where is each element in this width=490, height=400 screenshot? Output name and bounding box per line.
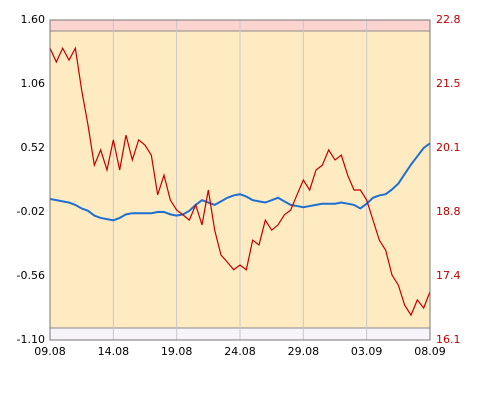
y-tick-label: -0.02 — [17, 205, 45, 218]
x-tick-label: 14.08 — [98, 345, 130, 358]
x-tick-label: 09.08 — [34, 345, 66, 358]
series-line — [49, 46, 431, 317]
y2-tick-label: 22.8 — [436, 13, 461, 26]
y-tick-label: -0.56 — [17, 269, 45, 282]
y2-tick-label: 20.1 — [436, 141, 461, 154]
x-tick-label: 08.09 — [414, 345, 446, 358]
y-tick-label: 0.52 — [21, 141, 46, 154]
y2-tick-label: 21.5 — [436, 77, 461, 90]
y-tick-label: -1.10 — [17, 333, 45, 346]
plot-border — [49, 19, 431, 341]
x-tick-label: 03.09 — [351, 345, 383, 358]
y2-tick-label: 17.4 — [436, 269, 461, 282]
y-tick-label: 1.06 — [21, 77, 46, 90]
y2-tick-label: 18.8 — [436, 205, 461, 218]
x-tick-label: 19.08 — [161, 345, 193, 358]
series-line — [49, 142, 431, 222]
y2-tick-label: 16.1 — [436, 333, 461, 346]
x-tick-label: 24.08 — [224, 345, 256, 358]
y-tick-label: 1.60 — [21, 13, 46, 26]
x-tick-label: 29.08 — [288, 345, 320, 358]
